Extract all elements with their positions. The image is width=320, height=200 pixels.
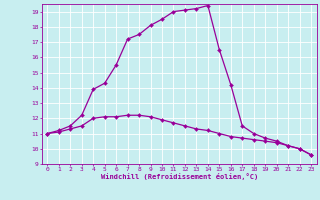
X-axis label: Windchill (Refroidissement éolien,°C): Windchill (Refroidissement éolien,°C) <box>100 173 258 180</box>
